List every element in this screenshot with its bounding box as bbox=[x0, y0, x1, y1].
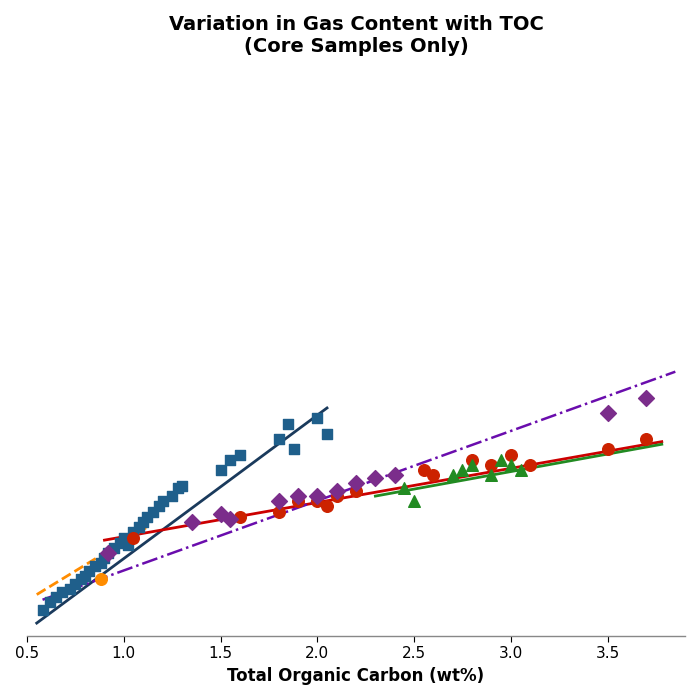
Point bbox=[95, 573, 106, 584]
Point bbox=[524, 459, 536, 470]
Point bbox=[321, 501, 332, 512]
Point bbox=[99, 553, 110, 564]
Point bbox=[447, 470, 458, 481]
Point bbox=[128, 527, 139, 538]
Point bbox=[234, 511, 246, 522]
Point bbox=[331, 491, 342, 502]
Point bbox=[122, 540, 133, 551]
Point bbox=[283, 418, 294, 429]
Point bbox=[80, 570, 91, 582]
Point bbox=[321, 428, 332, 440]
Point bbox=[273, 496, 284, 507]
Point bbox=[37, 605, 48, 616]
Point bbox=[138, 517, 149, 528]
Point bbox=[351, 485, 362, 496]
X-axis label: Total Organic Carbon (wt%): Total Organic Carbon (wt%) bbox=[228, 667, 484, 685]
Point bbox=[602, 444, 613, 455]
Point bbox=[457, 465, 468, 476]
Point bbox=[225, 454, 236, 466]
Point bbox=[186, 517, 197, 528]
Point bbox=[312, 491, 323, 502]
Point bbox=[486, 470, 497, 481]
Point bbox=[172, 483, 183, 494]
Point bbox=[76, 573, 87, 584]
Point bbox=[515, 465, 526, 476]
Point bbox=[273, 506, 284, 517]
Point bbox=[466, 454, 477, 466]
Point bbox=[128, 532, 139, 543]
Point bbox=[70, 579, 81, 590]
Point bbox=[505, 459, 517, 470]
Point bbox=[399, 483, 410, 494]
Point bbox=[45, 596, 56, 608]
Point bbox=[83, 566, 94, 577]
Point bbox=[225, 514, 236, 525]
Point bbox=[409, 496, 420, 507]
Point bbox=[351, 477, 362, 489]
Point bbox=[418, 465, 429, 476]
Point bbox=[56, 587, 67, 598]
Point bbox=[312, 496, 323, 507]
Point bbox=[215, 465, 226, 476]
Point bbox=[114, 537, 125, 548]
Point bbox=[273, 433, 284, 444]
Point bbox=[103, 547, 114, 559]
Point bbox=[103, 547, 114, 559]
Point bbox=[602, 407, 613, 419]
Point bbox=[153, 501, 164, 512]
Point bbox=[234, 449, 246, 460]
Point bbox=[167, 491, 178, 502]
Point bbox=[50, 592, 62, 603]
Point bbox=[293, 491, 304, 502]
Point bbox=[370, 473, 381, 484]
Point bbox=[141, 511, 153, 522]
Point bbox=[466, 459, 477, 470]
Point bbox=[640, 433, 652, 444]
Point bbox=[64, 584, 75, 595]
Point bbox=[176, 480, 188, 491]
Point bbox=[496, 454, 507, 466]
Point bbox=[389, 470, 400, 481]
Point bbox=[640, 392, 652, 403]
Point bbox=[108, 542, 120, 554]
Point bbox=[118, 532, 130, 543]
Point bbox=[134, 522, 145, 533]
Point bbox=[312, 413, 323, 424]
Point bbox=[89, 561, 100, 572]
Title: Variation in Gas Content with TOC
(Core Samples Only): Variation in Gas Content with TOC (Core … bbox=[169, 15, 543, 56]
Point bbox=[505, 449, 517, 460]
Point bbox=[486, 459, 497, 470]
Point bbox=[215, 509, 226, 520]
Point bbox=[147, 506, 158, 517]
Point bbox=[95, 558, 106, 569]
Point bbox=[288, 444, 300, 455]
Point bbox=[157, 496, 168, 507]
Point bbox=[331, 485, 342, 496]
Point bbox=[428, 470, 439, 481]
Point bbox=[293, 496, 304, 507]
